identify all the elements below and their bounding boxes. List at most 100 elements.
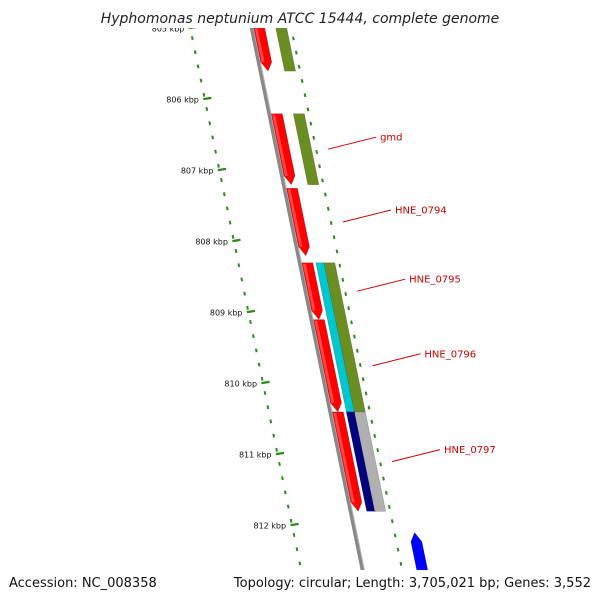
outer-track-dot: [309, 121, 313, 126]
outer-track-dot: [379, 462, 382, 467]
ruler-dot: [219, 177, 223, 183]
outer-track-dot: [303, 93, 307, 98]
outer-track-dot: [387, 504, 391, 510]
ruler-track: 805 kbp 806 kbp 807 kbp 808 kbp 809 kbp 810 k…: [152, 7, 409, 595]
feature-cds_gray: [353, 411, 387, 512]
gene-hne_0796: [313, 319, 342, 413]
ruler-dot: [295, 547, 299, 552]
outer-track-dot: [364, 391, 368, 396]
ruler-tick-label: 812 kbp: [253, 522, 286, 531]
ruler-tick-label: 811 kbp: [239, 451, 272, 460]
ruler-dot: [225, 206, 229, 211]
ruler-dot: [208, 121, 212, 126]
ruler-dot: [246, 305, 249, 310]
gene-track: [247, 0, 435, 600]
outer-track-dot: [326, 206, 330, 211]
ruler-dot: [228, 220, 232, 225]
label-leader-line: [391, 449, 441, 463]
ruler-tick-label: 805 kbp: [152, 25, 185, 34]
ruler-tick-label: 808 kbp: [195, 238, 228, 247]
ruler-tick-label: 806 kbp: [166, 96, 199, 105]
ruler-tick: [203, 96, 212, 101]
gene-highlight: [302, 263, 316, 311]
outer-track-dot: [332, 235, 336, 240]
outer-track-dot: [294, 50, 298, 55]
gene-gmd: [270, 113, 296, 186]
outer-track-dot: [329, 220, 333, 226]
ruler-dot: [214, 149, 217, 154]
ruler-dot: [249, 319, 252, 325]
outer-track-dot: [385, 490, 388, 495]
ruler-dot: [196, 64, 200, 69]
outer-track-dot: [318, 164, 321, 169]
gene-label-hne_0795[interactable]: HNE_0795: [409, 275, 461, 286]
genome-backbone-highlight: [247, 0, 372, 600]
gene-hne_0795: [301, 262, 323, 321]
gene-label-hne_0794[interactable]: HNE_0794: [395, 205, 447, 216]
outer-track-dot: [338, 263, 342, 268]
ruler-dot: [222, 192, 226, 197]
ruler-tick-label: 809 kbp: [210, 309, 243, 318]
ruler-tick: [290, 522, 299, 527]
outer-track-dot: [370, 419, 374, 424]
map-title: Hyphomonas neptunium ATCC 15444, complet…: [101, 11, 500, 27]
ruler-dot: [272, 433, 276, 438]
outer-track-dot: [347, 306, 350, 311]
accession-label: Accession: NC_008358: [9, 576, 157, 591]
ruler-dot: [275, 447, 278, 452]
ruler-tick: [261, 380, 270, 385]
ruler-dot: [202, 92, 206, 97]
gene-labels: gmd HNE_0794 HNE_0795 HNE_0796 HNE_0797: [327, 133, 496, 463]
ruler-dot: [292, 532, 296, 538]
gene-highlight: [314, 320, 335, 403]
ruler-dot: [298, 561, 302, 566]
outer-track-dot: [292, 36, 295, 41]
label-leader-line: [342, 209, 392, 223]
outer-track-dot: [373, 433, 377, 439]
ruler-dot: [254, 348, 258, 353]
ruler-dot: [217, 163, 220, 168]
backbone-track: [244, 0, 372, 600]
ruler-dot: [263, 390, 267, 396]
gene-highlight: [272, 114, 288, 176]
ruler-tick-label: 807 kbp: [181, 167, 214, 176]
gene-label-hne_0796[interactable]: HNE_0796: [424, 349, 476, 360]
outer-track-dot: [335, 249, 339, 254]
ruler-dot: [231, 234, 235, 239]
ruler-dot: [281, 476, 284, 481]
label-leader-line: [372, 353, 421, 367]
outer-track-dot: [399, 561, 403, 566]
outer-track-dot: [312, 135, 316, 140]
ruler-dot: [260, 376, 264, 381]
outer-track-dot: [323, 192, 327, 197]
gene-hne_0797: [331, 411, 363, 512]
ruler-dot: [257, 362, 261, 367]
gene-label-gmd[interactable]: gmd: [380, 133, 402, 144]
ruler-tick-label: 810 kbp: [224, 380, 257, 389]
ruler-dot: [193, 50, 197, 55]
ruler-dot: [237, 263, 241, 268]
outer-track-dot: [321, 178, 324, 183]
ruler-dot: [199, 78, 203, 83]
ruler-dot: [289, 518, 293, 523]
ruler-dot: [251, 334, 255, 339]
ruler-dot: [269, 419, 273, 424]
ruler-tick: [246, 309, 256, 314]
feature-cds: [292, 113, 320, 185]
outer-track-dot: [390, 519, 394, 524]
ruler-dot: [205, 106, 209, 112]
ruler-dot: [278, 461, 281, 467]
ruler-dot: [211, 135, 215, 140]
outer-track-dot: [297, 64, 301, 69]
outer-track-dot: [315, 149, 319, 155]
ruler-dot: [190, 35, 194, 41]
outer-track-dot: [361, 377, 365, 382]
outer-track-dot: [367, 405, 371, 410]
label-leader-line: [357, 278, 406, 292]
gene-highlight: [333, 412, 355, 503]
gene-highlight: [287, 189, 303, 247]
gene-label-hne_0797[interactable]: HNE_0797: [444, 445, 496, 456]
outer-track-dot: [376, 448, 380, 453]
outer-track-dot: [344, 291, 348, 297]
